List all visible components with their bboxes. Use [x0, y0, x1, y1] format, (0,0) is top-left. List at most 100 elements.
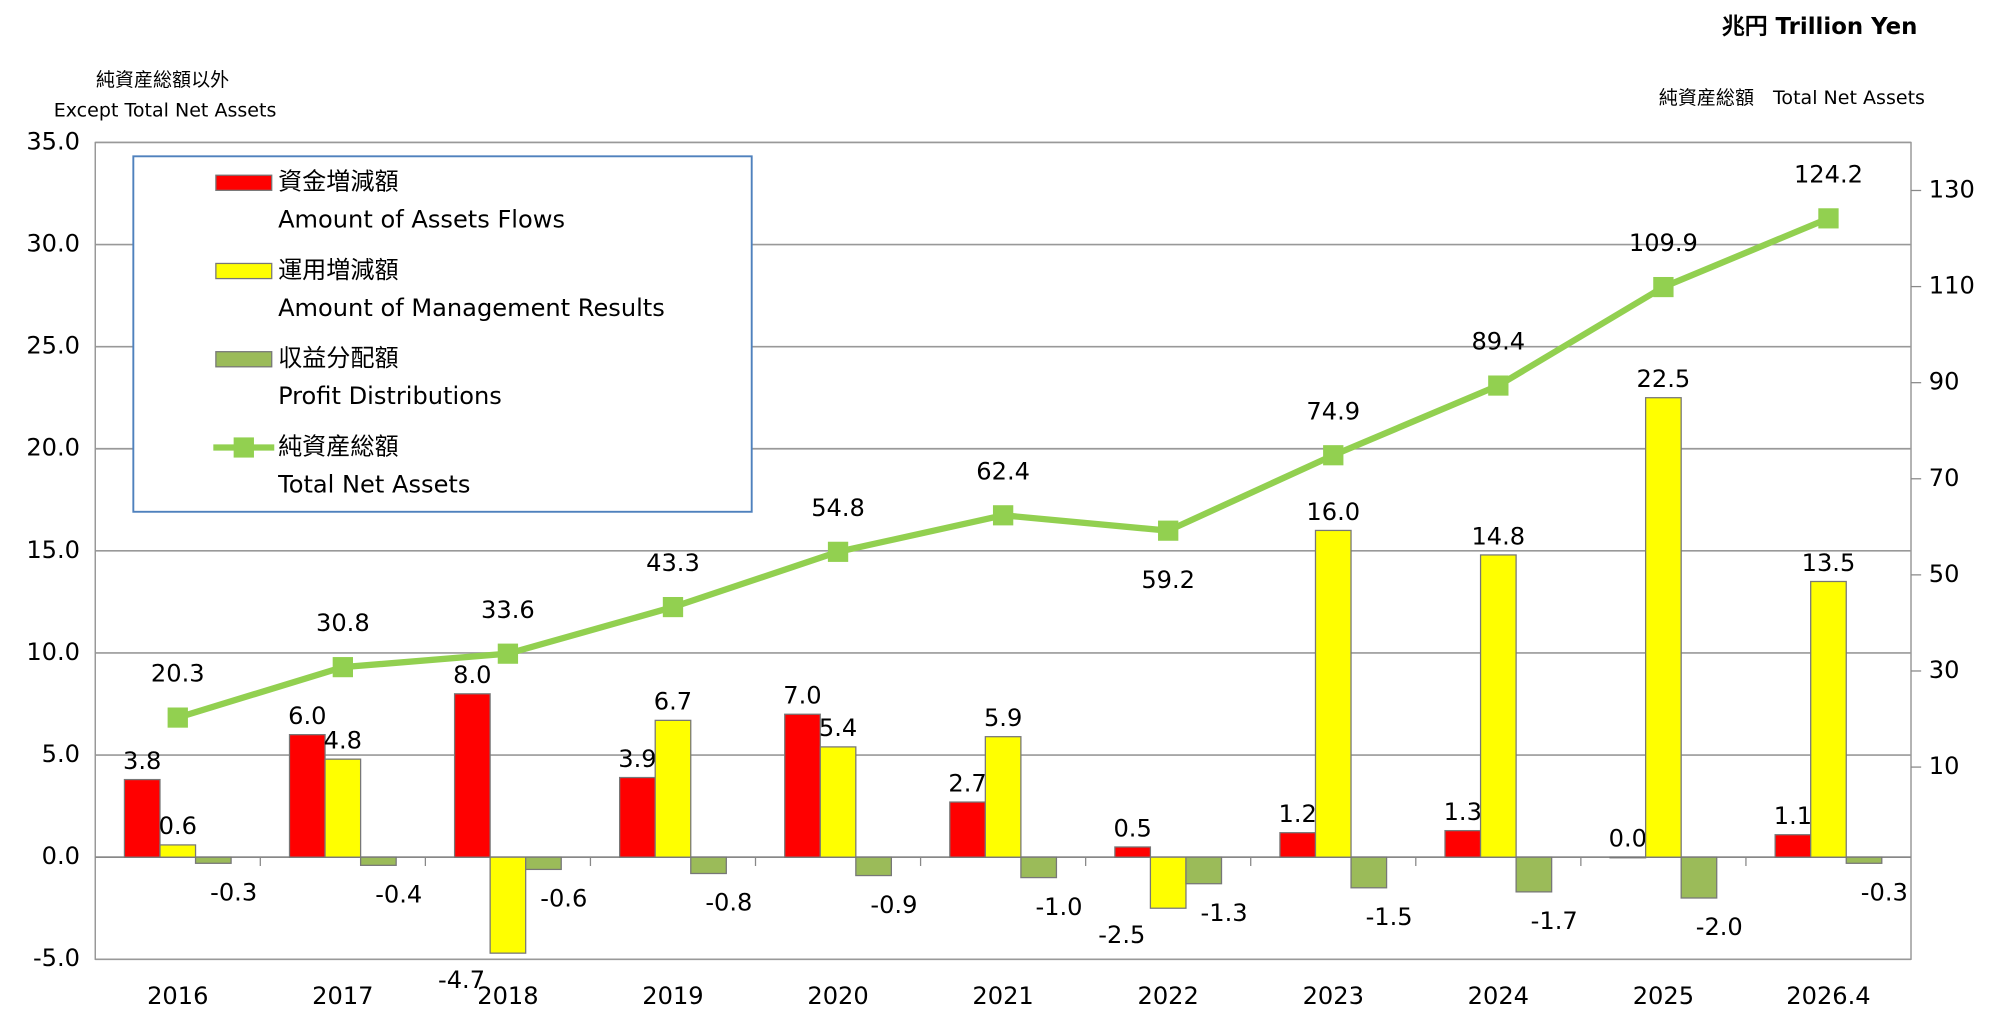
bar [1515, 856, 1553, 893]
legend-label: 収益分配額 [278, 344, 399, 372]
bar [1680, 856, 1718, 899]
y2-tick-label: 30 [1929, 656, 1960, 684]
data-label: 3.8 [123, 747, 161, 775]
data-label: 5.4 [819, 714, 857, 742]
y2-tick-label: 70 [1929, 464, 1960, 492]
data-label: 30.8 [316, 609, 370, 637]
bar [1644, 397, 1682, 858]
data-label: -2.0 [1696, 913, 1743, 941]
line-marker [827, 541, 849, 562]
line-marker [992, 505, 1014, 526]
bar [1279, 832, 1317, 858]
x-tick-label: 2025 [1633, 982, 1694, 1010]
data-label: 0.6 [159, 812, 197, 840]
line-marker [167, 707, 188, 728]
line-marker [1653, 276, 1674, 298]
data-label: 5.9 [984, 704, 1022, 732]
x-tick-label: 2020 [807, 982, 868, 1010]
x-tick-label: 2016 [147, 982, 208, 1010]
data-label: 33.6 [481, 596, 535, 624]
data-label: -4.7 [438, 966, 485, 994]
data-label: -0.3 [1861, 879, 1908, 907]
y-tick-label: -5.0 [33, 944, 80, 972]
line-marker [497, 643, 519, 664]
data-label: 0.5 [1113, 814, 1151, 842]
data-label: -1.3 [1201, 899, 1248, 927]
data-label: 89.4 [1471, 328, 1525, 356]
data-label: -1.5 [1366, 903, 1413, 931]
data-label: -0.3 [210, 879, 257, 907]
bar [690, 856, 727, 875]
bar [819, 746, 857, 858]
y2-tick-label: 110 [1929, 272, 1975, 300]
y2-tick-label: 50 [1929, 560, 1960, 588]
y-tick-label: 10.0 [26, 638, 80, 666]
legend-swatch [215, 174, 273, 191]
bar [984, 736, 1022, 858]
data-label: -0.8 [705, 889, 752, 917]
data-label: 3.9 [618, 745, 656, 773]
legend-swatch [215, 262, 273, 280]
bar [1149, 856, 1187, 909]
data-label: 59.2 [1141, 566, 1195, 594]
data-label: 16.0 [1306, 498, 1360, 526]
bar [525, 856, 562, 871]
legend-swatch [215, 351, 273, 368]
bar [619, 776, 656, 858]
bar [949, 801, 986, 858]
legend-label: 資金増減額 [278, 168, 399, 196]
bar [159, 844, 197, 858]
y-tick-label: 20.0 [26, 434, 80, 462]
x-tick-label: 2021 [972, 982, 1033, 1010]
bar [1845, 856, 1883, 864]
y-tick-label: 30.0 [26, 230, 80, 258]
line-marker [1818, 208, 1839, 229]
data-label: 62.4 [976, 457, 1030, 485]
data-label: 0.0 [1609, 825, 1647, 853]
bar [1185, 856, 1223, 885]
line-marker [1158, 520, 1179, 541]
bar [1020, 856, 1058, 879]
data-label: 2.7 [948, 769, 986, 797]
data-label: 109.9 [1629, 229, 1698, 257]
bar [1609, 856, 1647, 859]
y-tick-label: 25.0 [26, 332, 80, 360]
y-tick-label: 5.0 [42, 740, 80, 768]
data-label: 13.5 [1802, 549, 1856, 577]
x-tick-label: 2024 [1468, 982, 1529, 1010]
legend-swatch [233, 437, 254, 458]
data-label: 22.5 [1637, 365, 1691, 393]
x-tick-label: 2026.4 [1786, 982, 1870, 1010]
data-label: 74.9 [1306, 397, 1360, 425]
data-label: -0.9 [870, 891, 917, 919]
bar [654, 719, 692, 858]
data-label: 1.1 [1774, 802, 1812, 830]
legend-label-en: Profit Distributions [278, 382, 502, 410]
bar [453, 693, 491, 858]
bar [855, 856, 893, 877]
bar [1479, 554, 1517, 858]
data-label: 43.3 [646, 549, 700, 577]
data-label: 1.3 [1444, 798, 1482, 826]
y-axis-label-en: Except Total Net Assets [54, 99, 277, 121]
bar [1314, 529, 1352, 858]
x-tick-label: 2018 [477, 982, 538, 1010]
unit-title: 兆円 Trillion Yen [1722, 14, 1917, 40]
data-label: 7.0 [783, 682, 821, 710]
data-label: 4.8 [324, 727, 362, 755]
data-label: 20.3 [151, 660, 205, 688]
bar [1810, 580, 1847, 858]
bar [324, 758, 362, 858]
bar [489, 856, 527, 954]
legend-label-en: Amount of Assets Flows [278, 206, 565, 234]
bar [194, 856, 232, 864]
x-tick-label: 2017 [312, 982, 373, 1010]
data-label: 6.7 [654, 688, 692, 716]
legend-label: 純資産総額 [278, 433, 399, 461]
legend-label: 運用増減額 [278, 256, 399, 284]
y-tick-label: 0.0 [42, 842, 80, 870]
y-tick-label: 35.0 [26, 127, 80, 155]
data-label: 124.2 [1794, 161, 1863, 189]
line-marker [1488, 375, 1509, 396]
